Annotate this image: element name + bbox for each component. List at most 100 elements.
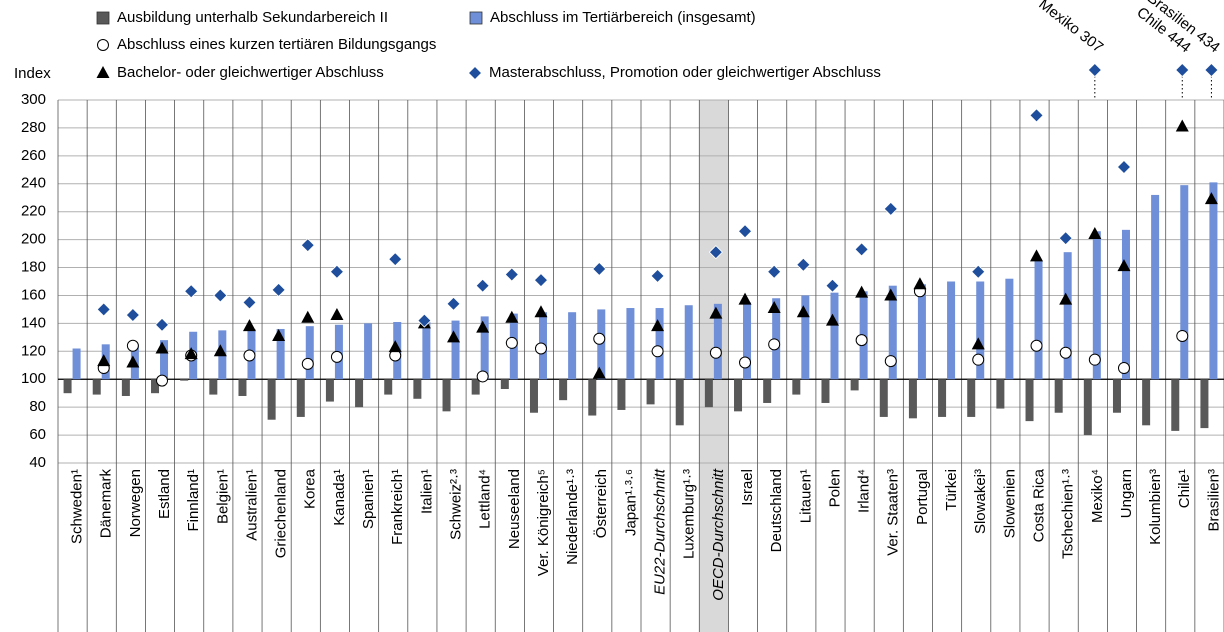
- x-tick-label: Frankreich¹: [389, 469, 406, 545]
- short-cycle-marker: [243, 349, 256, 362]
- legend-swatch: [469, 11, 483, 25]
- x-tick-label: Norwegen: [127, 469, 144, 537]
- short-cycle-marker: [156, 374, 169, 387]
- bachelor-marker: [1204, 192, 1218, 205]
- below-secondary-bar: [1025, 379, 1034, 422]
- x-tick-label: Griechenland: [273, 469, 290, 558]
- short-cycle-marker: [97, 39, 109, 51]
- tertiary-bar: [480, 316, 489, 380]
- y-tick-label: 40: [29, 454, 46, 471]
- x-tick-label: Ver. Staaten³: [885, 469, 902, 556]
- legend-label: Abschluss eines kurzen tertiären Bildung…: [117, 36, 436, 53]
- legend-label: Ausbildung unterhalb Sekundarbereich II: [117, 9, 388, 26]
- bachelor-marker: [534, 305, 548, 318]
- master-marker: [737, 224, 753, 239]
- below-secondary-bar: [355, 379, 364, 408]
- x-tick-label: Brasilien³: [1205, 469, 1222, 532]
- y-tick-label: 240: [21, 175, 46, 192]
- bachelor-marker: [1088, 227, 1102, 240]
- x-tick-label: Australien¹: [243, 469, 260, 541]
- tertiary-bar: [1209, 182, 1218, 380]
- tertiary-bar: [422, 321, 431, 380]
- master-marker: [1029, 108, 1044, 123]
- below-secondary-bar: [442, 379, 451, 412]
- bachelor-marker: [388, 340, 402, 353]
- bachelor-marker: [272, 328, 286, 341]
- tertiary-bar: [801, 295, 810, 380]
- tertiary-bar: [72, 348, 81, 380]
- below-secondary-bar: [879, 379, 888, 417]
- below-secondary-bar: [938, 379, 947, 417]
- x-tick-label: Deutschland: [768, 469, 785, 552]
- below-secondary-bar: [1200, 379, 1209, 429]
- tertiary-bar: [1151, 194, 1160, 380]
- below-secondary-bar: [646, 379, 655, 405]
- below-secondary-bar: [180, 379, 189, 381]
- x-tick-label: Irland⁴: [856, 469, 873, 513]
- tertiary-bar: [451, 320, 460, 380]
- below-secondary-bar: [238, 379, 247, 396]
- bachelor-marker: [97, 354, 111, 367]
- x-tick-label: Niederlande¹·³: [564, 469, 581, 565]
- master-marker: [125, 307, 140, 323]
- below-secondary-bar: [1083, 379, 1092, 436]
- below-secondary-bar: [617, 379, 626, 410]
- y-axis-label: Index: [14, 65, 51, 82]
- x-tick-label: Ver. Königreich⁵: [535, 469, 552, 576]
- bachelor-marker: [913, 277, 927, 290]
- bachelor-marker: [971, 337, 985, 350]
- y-tick-label: 160: [21, 286, 46, 303]
- master-marker: [154, 317, 170, 332]
- short-cycle-marker: [1030, 339, 1043, 352]
- x-tick-label: Türkei: [943, 469, 960, 511]
- bachelor-marker: [301, 310, 315, 323]
- master-marker: [533, 273, 549, 288]
- master-marker: [1087, 62, 1102, 78]
- y-tick-label: 200: [21, 231, 46, 248]
- below-secondary-bar: [121, 379, 130, 396]
- short-cycle-marker: [476, 370, 489, 383]
- short-cycle-marker: [593, 332, 606, 345]
- tertiary-bar: [276, 328, 285, 380]
- bachelor-marker: [1059, 292, 1073, 305]
- x-tick-label: Japan¹·³·⁶: [622, 469, 639, 536]
- below-secondary-bar: [704, 379, 713, 408]
- tertiary-bar: [655, 308, 664, 380]
- short-cycle-marker: [1176, 329, 1189, 342]
- master-marker: [417, 313, 432, 328]
- x-tick-label: Lettland⁴: [477, 469, 494, 529]
- master-marker: [708, 245, 723, 260]
- x-tick-label: Slowakei³: [972, 469, 989, 534]
- bachelor-marker: [796, 305, 810, 318]
- master-marker: [883, 201, 898, 216]
- tertiary-bar: [947, 281, 956, 380]
- short-cycle-marker: [972, 353, 985, 366]
- annotation: Mexiko 307: [1035, 0, 1106, 56]
- master-marker: [213, 288, 228, 303]
- bachelor-marker: [738, 292, 752, 305]
- bachelor-marker: [884, 288, 898, 301]
- master-marker: [504, 267, 519, 282]
- bachelor-marker: [651, 319, 665, 332]
- short-cycle-marker: [301, 357, 314, 370]
- x-tick-label: Korea: [302, 468, 319, 509]
- y-tick-label: 80: [29, 398, 46, 415]
- y-tick-label: 260: [21, 147, 46, 164]
- x-tick-label: EU22-Durchschnitt: [652, 468, 669, 595]
- tertiary-bar: [1005, 278, 1014, 380]
- below-secondary-bar: [763, 379, 772, 403]
- x-tick-label: Litauen¹: [797, 469, 814, 523]
- master-marker: [96, 302, 111, 317]
- bachelor-marker: [855, 285, 869, 298]
- x-tick-label: Mexiko⁴: [1089, 469, 1106, 523]
- master-marker: [971, 264, 986, 279]
- below-secondary-bar: [821, 379, 830, 403]
- short-cycle-marker: [330, 350, 343, 363]
- bachelor-marker: [709, 306, 723, 319]
- below-secondary-bar: [296, 379, 305, 417]
- bachelor-marker: [592, 366, 606, 379]
- master-marker: [796, 257, 811, 272]
- x-tick-label: Kolumbien³: [1147, 469, 1164, 545]
- y-tick-label: 220: [21, 203, 46, 220]
- bachelor-marker: [96, 66, 110, 78]
